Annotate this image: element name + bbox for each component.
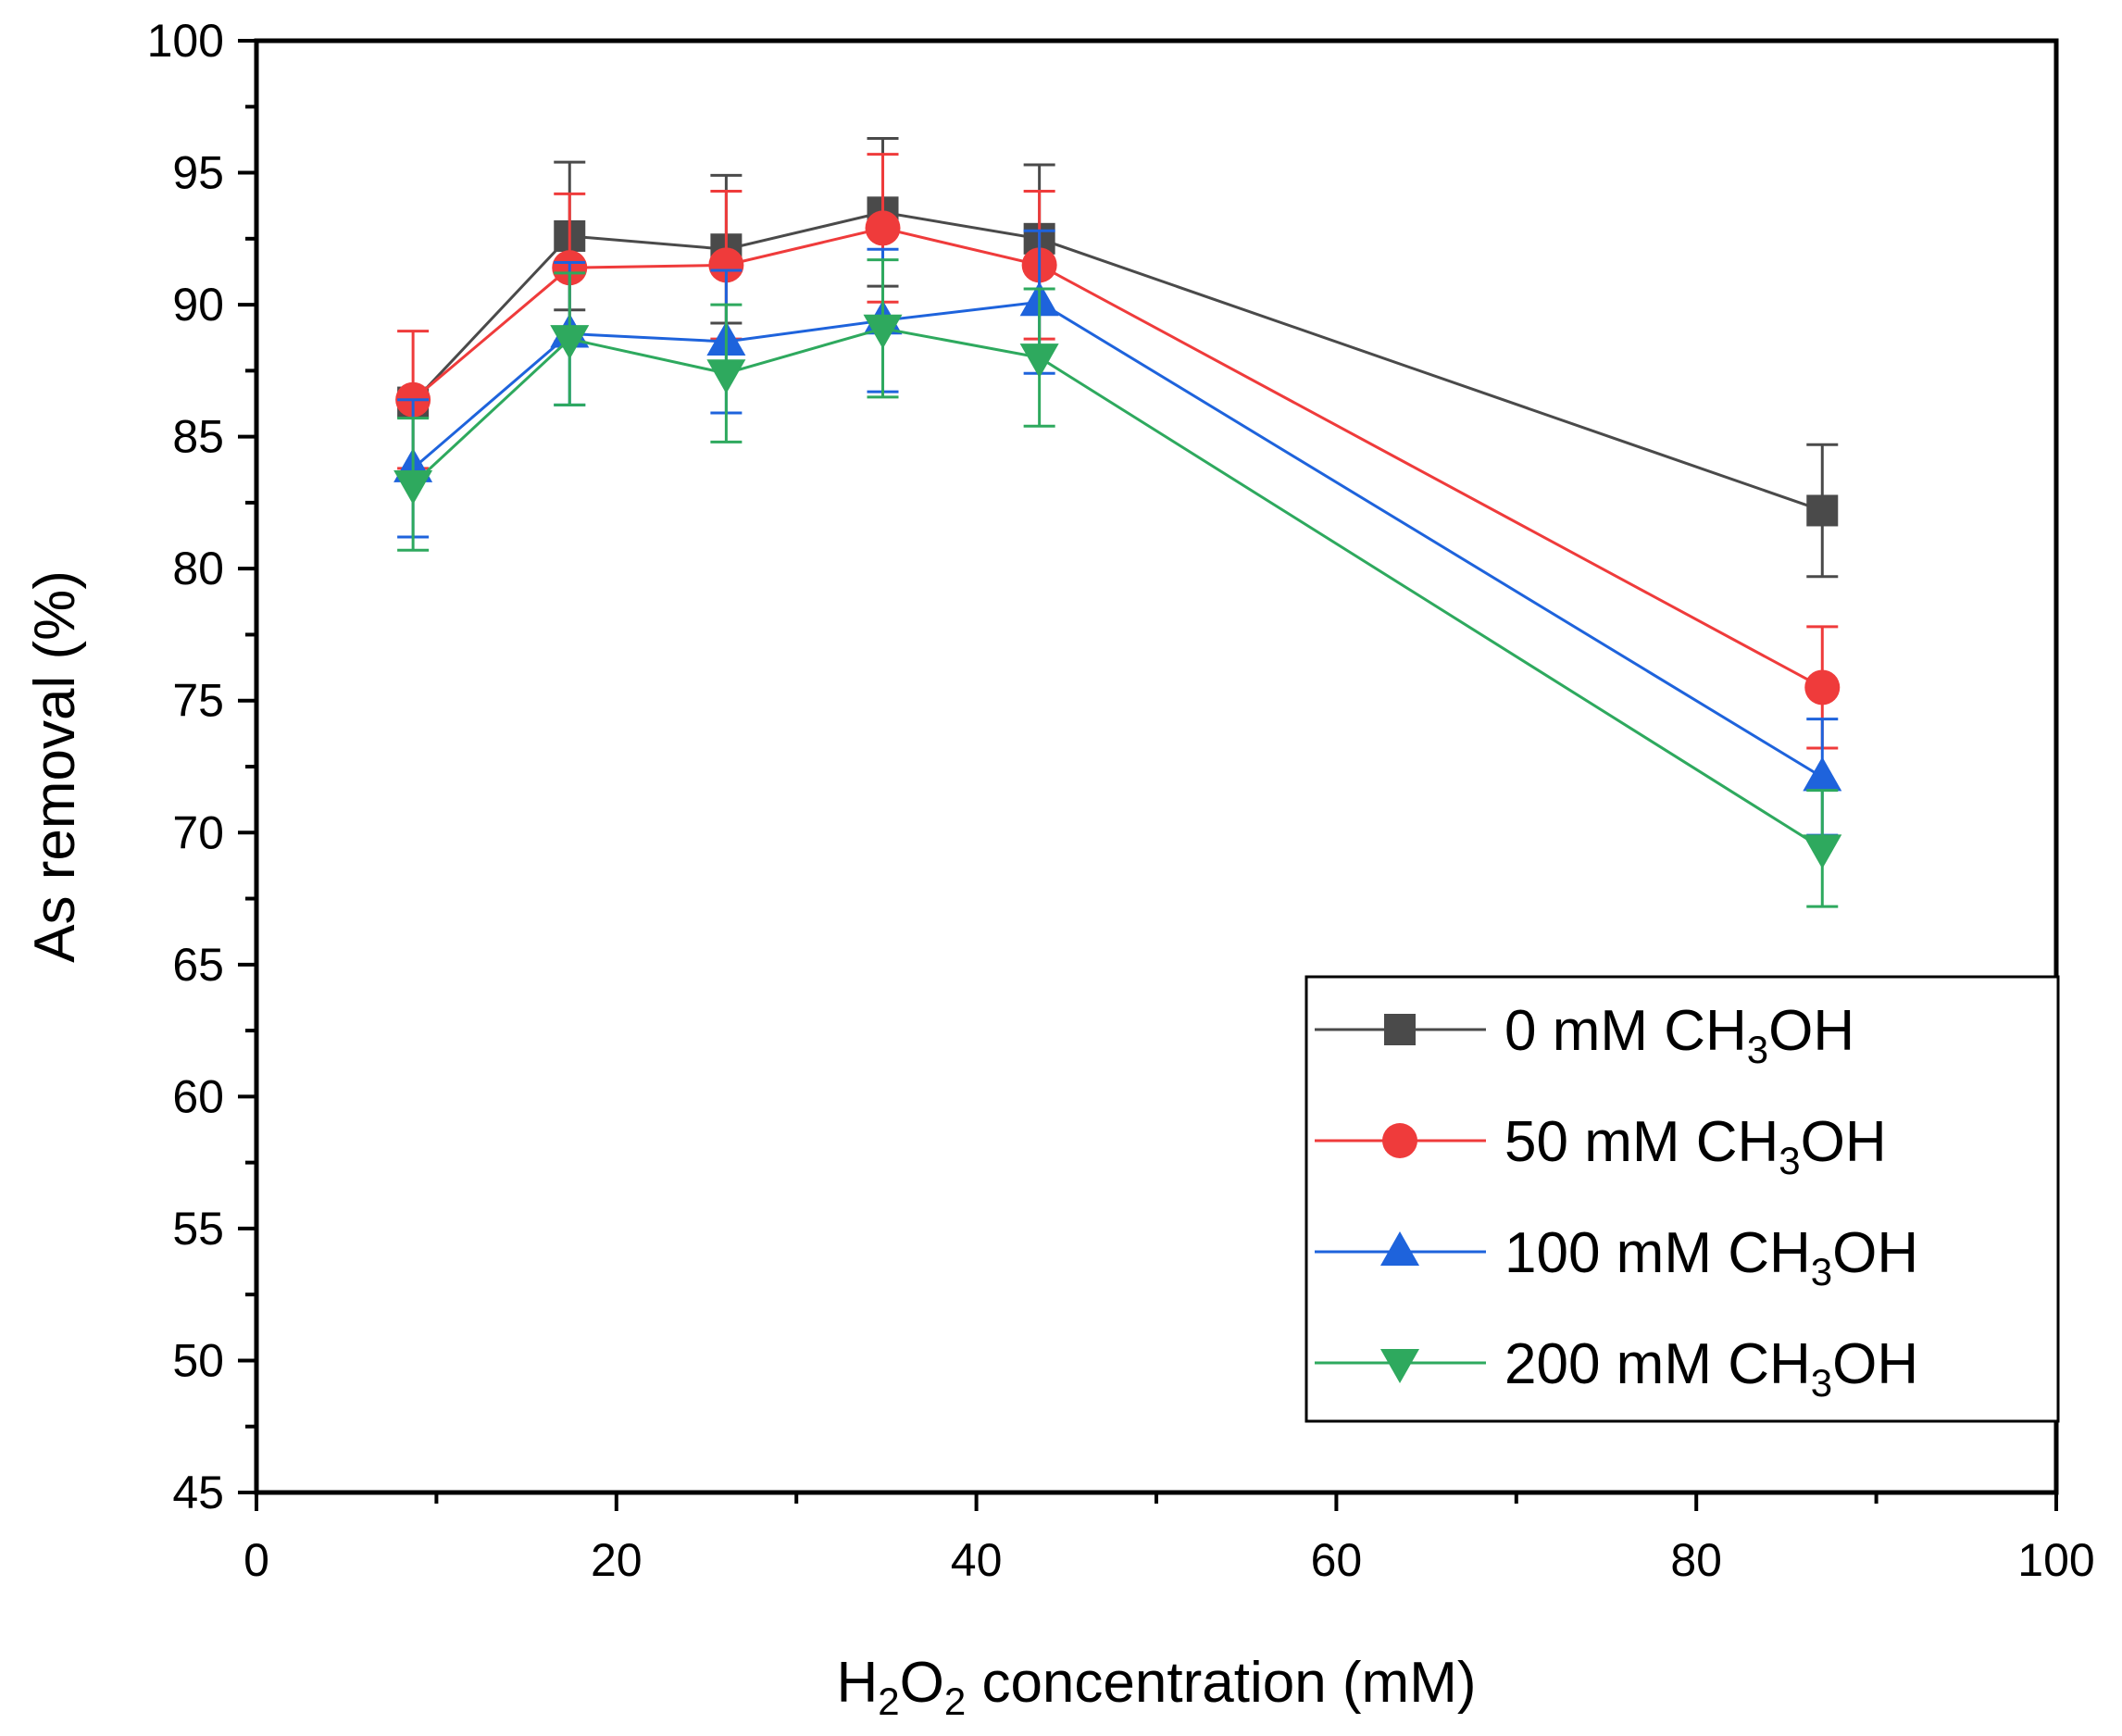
series-1 xyxy=(395,153,1841,750)
data-point xyxy=(1806,494,1839,527)
legend-label-tail: OH xyxy=(1768,999,1854,1063)
x-axis-title-h: H xyxy=(836,1651,878,1715)
legend-label-sub: 3 xyxy=(1779,1139,1800,1182)
data-point xyxy=(865,210,901,246)
legend-label-main: 50 mM CH xyxy=(1504,1110,1779,1174)
x-axis-title-sub1: 2 xyxy=(878,1680,899,1723)
y-axis-title: As removal (%) xyxy=(23,570,87,963)
series-line xyxy=(412,210,1823,512)
x-tick-label: 20 xyxy=(591,1534,643,1586)
x-tick-label: 100 xyxy=(2017,1534,2094,1586)
legend-label-tail: OH xyxy=(1832,1221,1918,1285)
x-axis-title-rest: concentration (mM) xyxy=(966,1651,1476,1715)
data-point xyxy=(550,325,590,360)
y-tick-label: 55 xyxy=(172,1203,224,1255)
series-layer xyxy=(393,136,1842,908)
legend-entry-1: 50 mM CH3OH xyxy=(1315,1110,1887,1182)
legend-label-sub: 3 xyxy=(1811,1250,1832,1293)
x-tick-label: 60 xyxy=(1311,1534,1363,1586)
series-line xyxy=(412,226,1823,689)
y-tick-label: 60 xyxy=(172,1070,224,1122)
legend-label-sub: 3 xyxy=(1811,1361,1832,1405)
series-0 xyxy=(397,136,1839,579)
x-axis-ticks: 0 20 40 60 80 100 xyxy=(243,1492,2095,1586)
x-tick-label: 40 xyxy=(951,1534,1003,1586)
series-2 xyxy=(393,229,1842,837)
legend-label: 200 mM CH3OH xyxy=(1504,1332,1918,1405)
x-axis-title-sub2: 2 xyxy=(944,1680,966,1723)
y-tick-label: 70 xyxy=(172,806,224,858)
legend-label-main: 0 mM CH xyxy=(1504,999,1747,1063)
data-point xyxy=(1019,343,1059,379)
data-point xyxy=(393,469,433,505)
data-point xyxy=(1803,756,1842,792)
legend-marker xyxy=(1380,1231,1419,1266)
legend-label-tail: OH xyxy=(1801,1110,1887,1174)
legend-label-sub: 3 xyxy=(1747,1028,1768,1071)
legend-label-main: 100 mM CH xyxy=(1504,1221,1811,1285)
legend-label: 100 mM CH3OH xyxy=(1504,1221,1918,1293)
data-point xyxy=(863,314,903,349)
y-axis-ticks: 45 50 55 60 65 70 75 80 85 90 95 100 xyxy=(147,15,256,1518)
y-tick-label: 85 xyxy=(172,411,224,463)
legend-marker xyxy=(1384,1014,1416,1045)
series-line xyxy=(412,300,1824,779)
y-tick-label: 75 xyxy=(172,675,224,727)
legend-label: 50 mM CH3OH xyxy=(1504,1110,1887,1182)
data-point xyxy=(708,247,744,283)
data-point xyxy=(1804,669,1841,706)
legend-entry-2: 100 mM CH3OH xyxy=(1315,1221,1918,1293)
x-tick-label: 0 xyxy=(243,1534,269,1586)
x-axis-title-o: O xyxy=(900,1651,944,1715)
y-tick-label: 50 xyxy=(172,1334,224,1386)
legend-marker xyxy=(1380,1349,1419,1383)
legend-box xyxy=(1304,975,2060,1423)
y-tick-label: 65 xyxy=(172,939,224,991)
data-point xyxy=(706,359,746,394)
data-point xyxy=(1803,834,1842,869)
legend-entry-0: 0 mM CH3OH xyxy=(1315,999,1854,1071)
legend-label-main: 200 mM CH xyxy=(1504,1332,1811,1396)
y-tick-label: 45 xyxy=(172,1467,224,1518)
legend-label-tail: OH xyxy=(1832,1332,1918,1396)
y-tick-label: 100 xyxy=(147,15,224,67)
series-3 xyxy=(393,258,1842,908)
y-tick-label: 95 xyxy=(172,147,224,199)
legend-label: 0 mM CH3OH xyxy=(1504,999,1854,1071)
legend-marker xyxy=(1382,1123,1417,1158)
series-line xyxy=(412,327,1824,850)
x-tick-label: 80 xyxy=(1670,1534,1722,1586)
legend-entry-3: 200 mM CH3OH xyxy=(1315,1332,1918,1405)
y-tick-label: 90 xyxy=(172,279,224,331)
y-tick-label: 80 xyxy=(172,543,224,594)
x-axis-title: H2O2 concentration (mM) xyxy=(836,1651,1476,1723)
